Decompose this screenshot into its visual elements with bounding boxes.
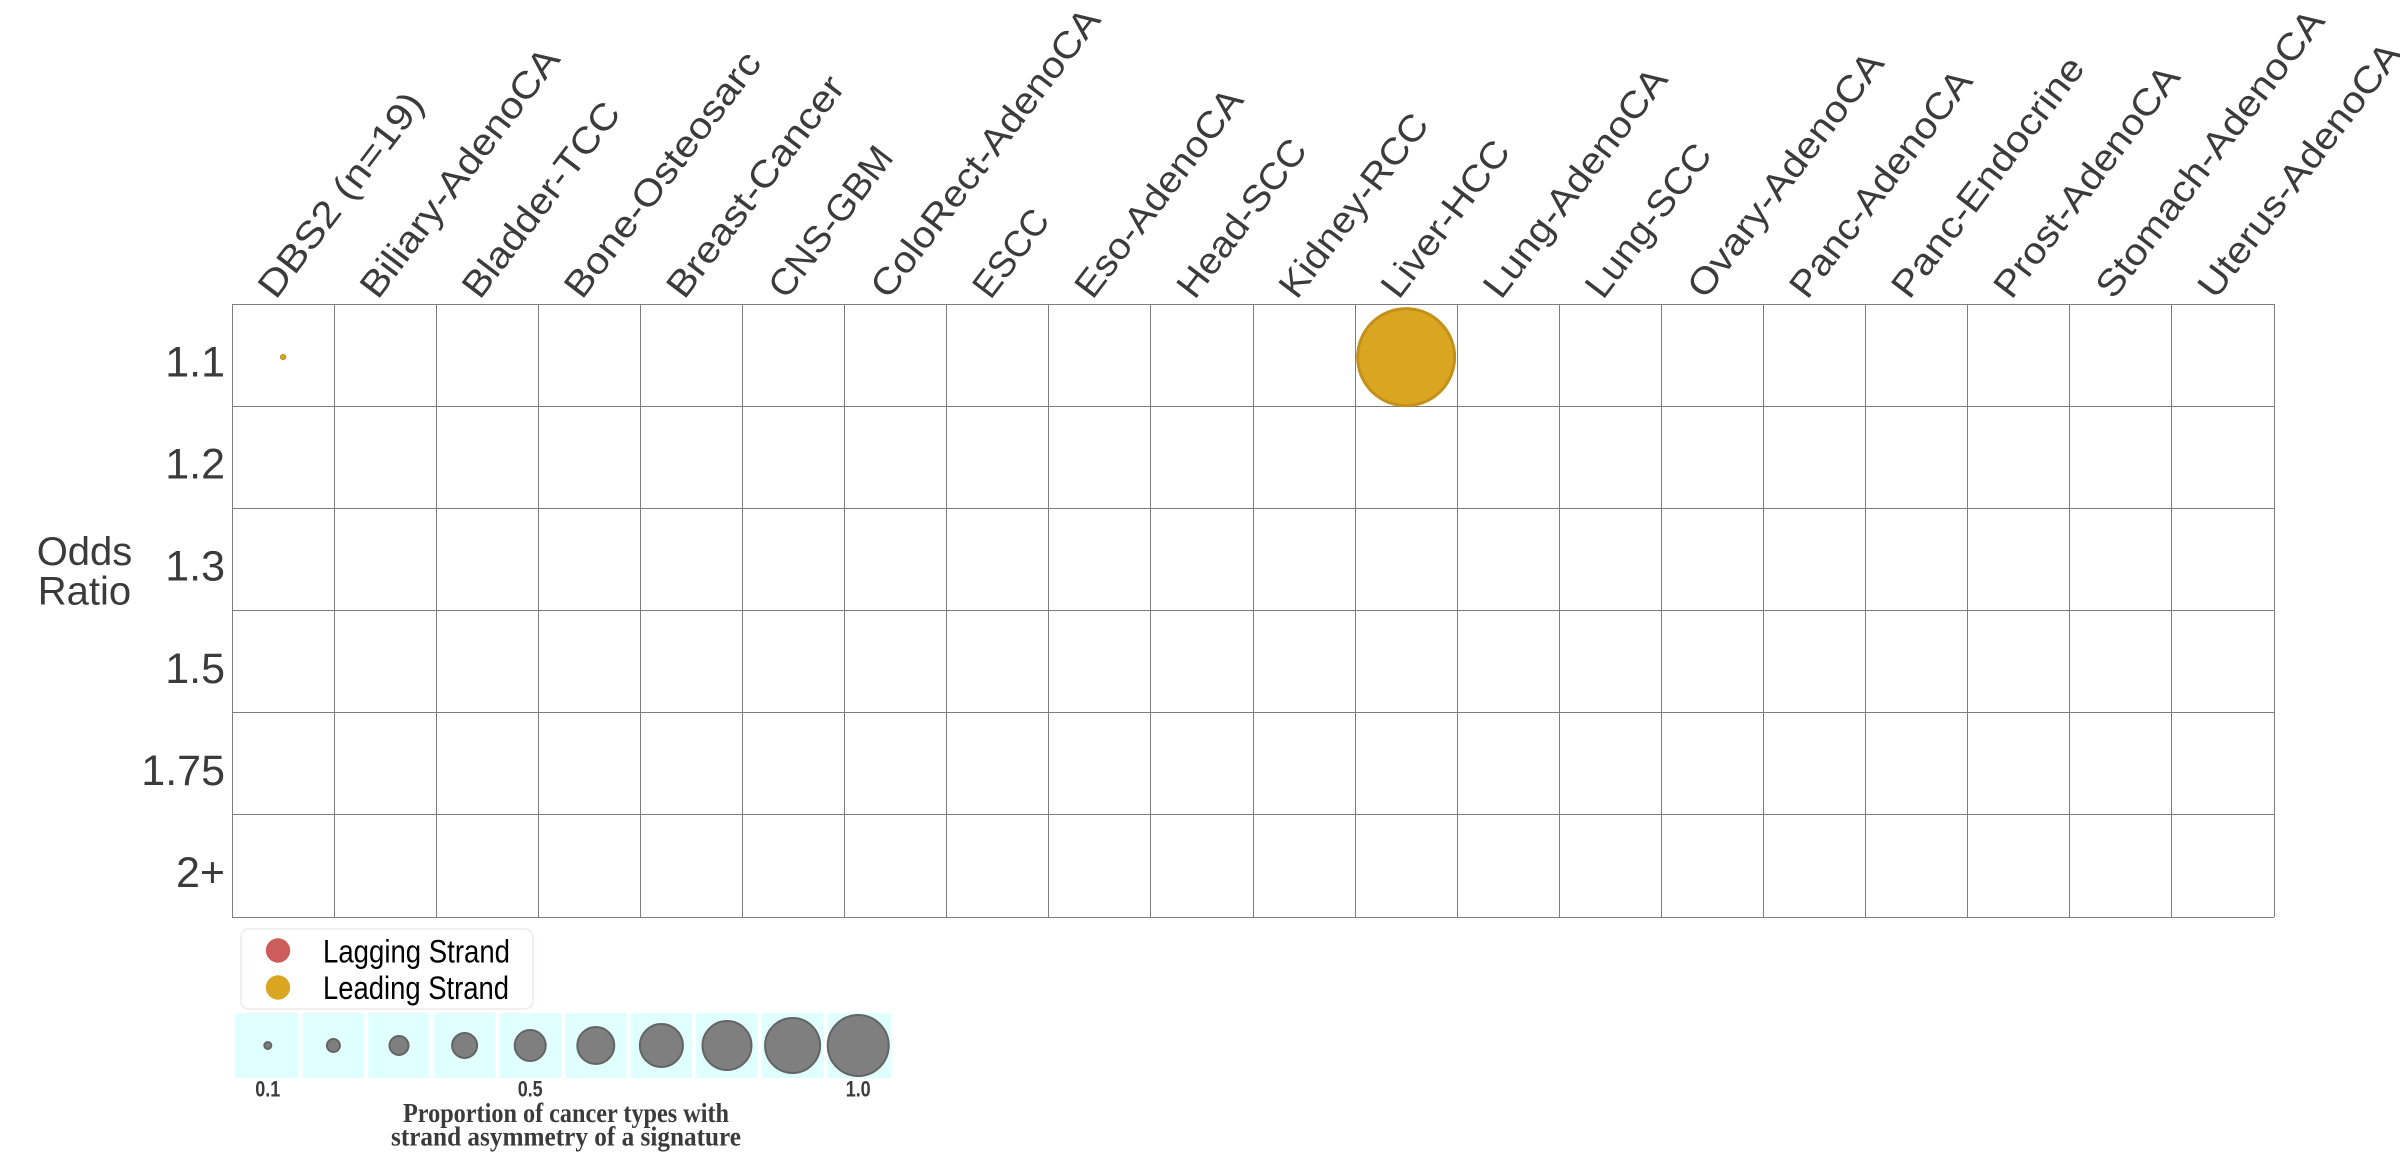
svg-text:1.2: 1.2 (165, 440, 225, 488)
svg-text:2+: 2+ (176, 849, 225, 897)
svg-text:1.75: 1.75 (141, 747, 225, 795)
svg-text:Odds: Odds (37, 530, 133, 574)
svg-text:1.5: 1.5 (165, 645, 225, 693)
svg-text:Proportion of cancer types wit: Proportion of cancer types with (403, 1098, 729, 1128)
svg-text:1.3: 1.3 (165, 543, 225, 591)
svg-text:Ratio: Ratio (38, 570, 131, 614)
svg-text:strand asymmetry of a signatur: strand asymmetry of a signature (391, 1122, 741, 1152)
svg-text:Lagging Strand: Lagging Strand (323, 934, 510, 970)
svg-text:Leading Strand: Leading Strand (323, 970, 509, 1006)
svg-text:0.5: 0.5 (518, 1077, 543, 1102)
svg-text:0.1: 0.1 (255, 1077, 280, 1102)
svg-text:1.1: 1.1 (165, 338, 225, 386)
svg-text:1.0: 1.0 (846, 1077, 871, 1102)
